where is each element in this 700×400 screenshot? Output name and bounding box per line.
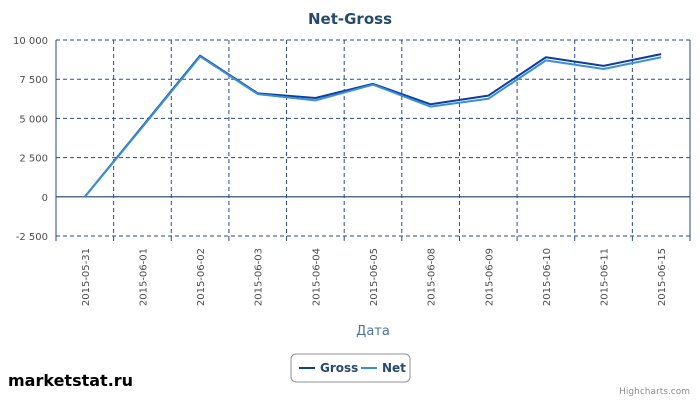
x-tick-label: 2015-06-10	[542, 248, 553, 306]
chart-title: Net-Gross	[308, 10, 392, 28]
y-tick-label: 5 000	[19, 114, 48, 125]
y-tick-label: -2 500	[16, 232, 48, 243]
x-tick-label: 2015-06-01	[138, 248, 149, 306]
x-tick-label: 2015-05-31	[81, 248, 92, 306]
x-tick-label: 2015-06-15	[657, 248, 668, 306]
brand-watermark: marketstat.ru	[8, 371, 134, 390]
x-tick-label: 2015-06-08	[427, 248, 438, 306]
legend-label-net[interactable]: Net	[382, 361, 406, 375]
x-tick-label: 2015-06-04	[311, 248, 322, 306]
tick-labels: -2 500 0 2 500 5 000 7 500 10 000 2015-05-31 20…	[13, 36, 668, 306]
y-tick-label: 0	[42, 193, 48, 204]
legend-label-gross[interactable]: Gross	[320, 361, 358, 375]
x-tick-label: 2015-06-11	[600, 248, 611, 306]
series-line-net[interactable]	[84, 55, 662, 198]
x-tick-label: 2015-06-03	[254, 248, 265, 306]
x-tick-label: 2015-06-09	[484, 248, 495, 306]
legend[interactable]: Gross Net	[290, 353, 411, 383]
legend-box	[290, 353, 411, 383]
x-tick-label: 2015-06-02	[196, 248, 207, 306]
x-axis-title: Дата	[356, 324, 390, 339]
y-tick-label: 2 500	[19, 154, 48, 165]
y-tick-label: 10 000	[13, 36, 48, 47]
x-tick-label: 2015-06-05	[369, 248, 380, 306]
grid	[55, 39, 691, 241]
y-tick-label: 7 500	[19, 75, 48, 86]
credits[interactable]: Highcharts.com	[619, 387, 690, 397]
series-lines[interactable]	[84, 53, 662, 198]
